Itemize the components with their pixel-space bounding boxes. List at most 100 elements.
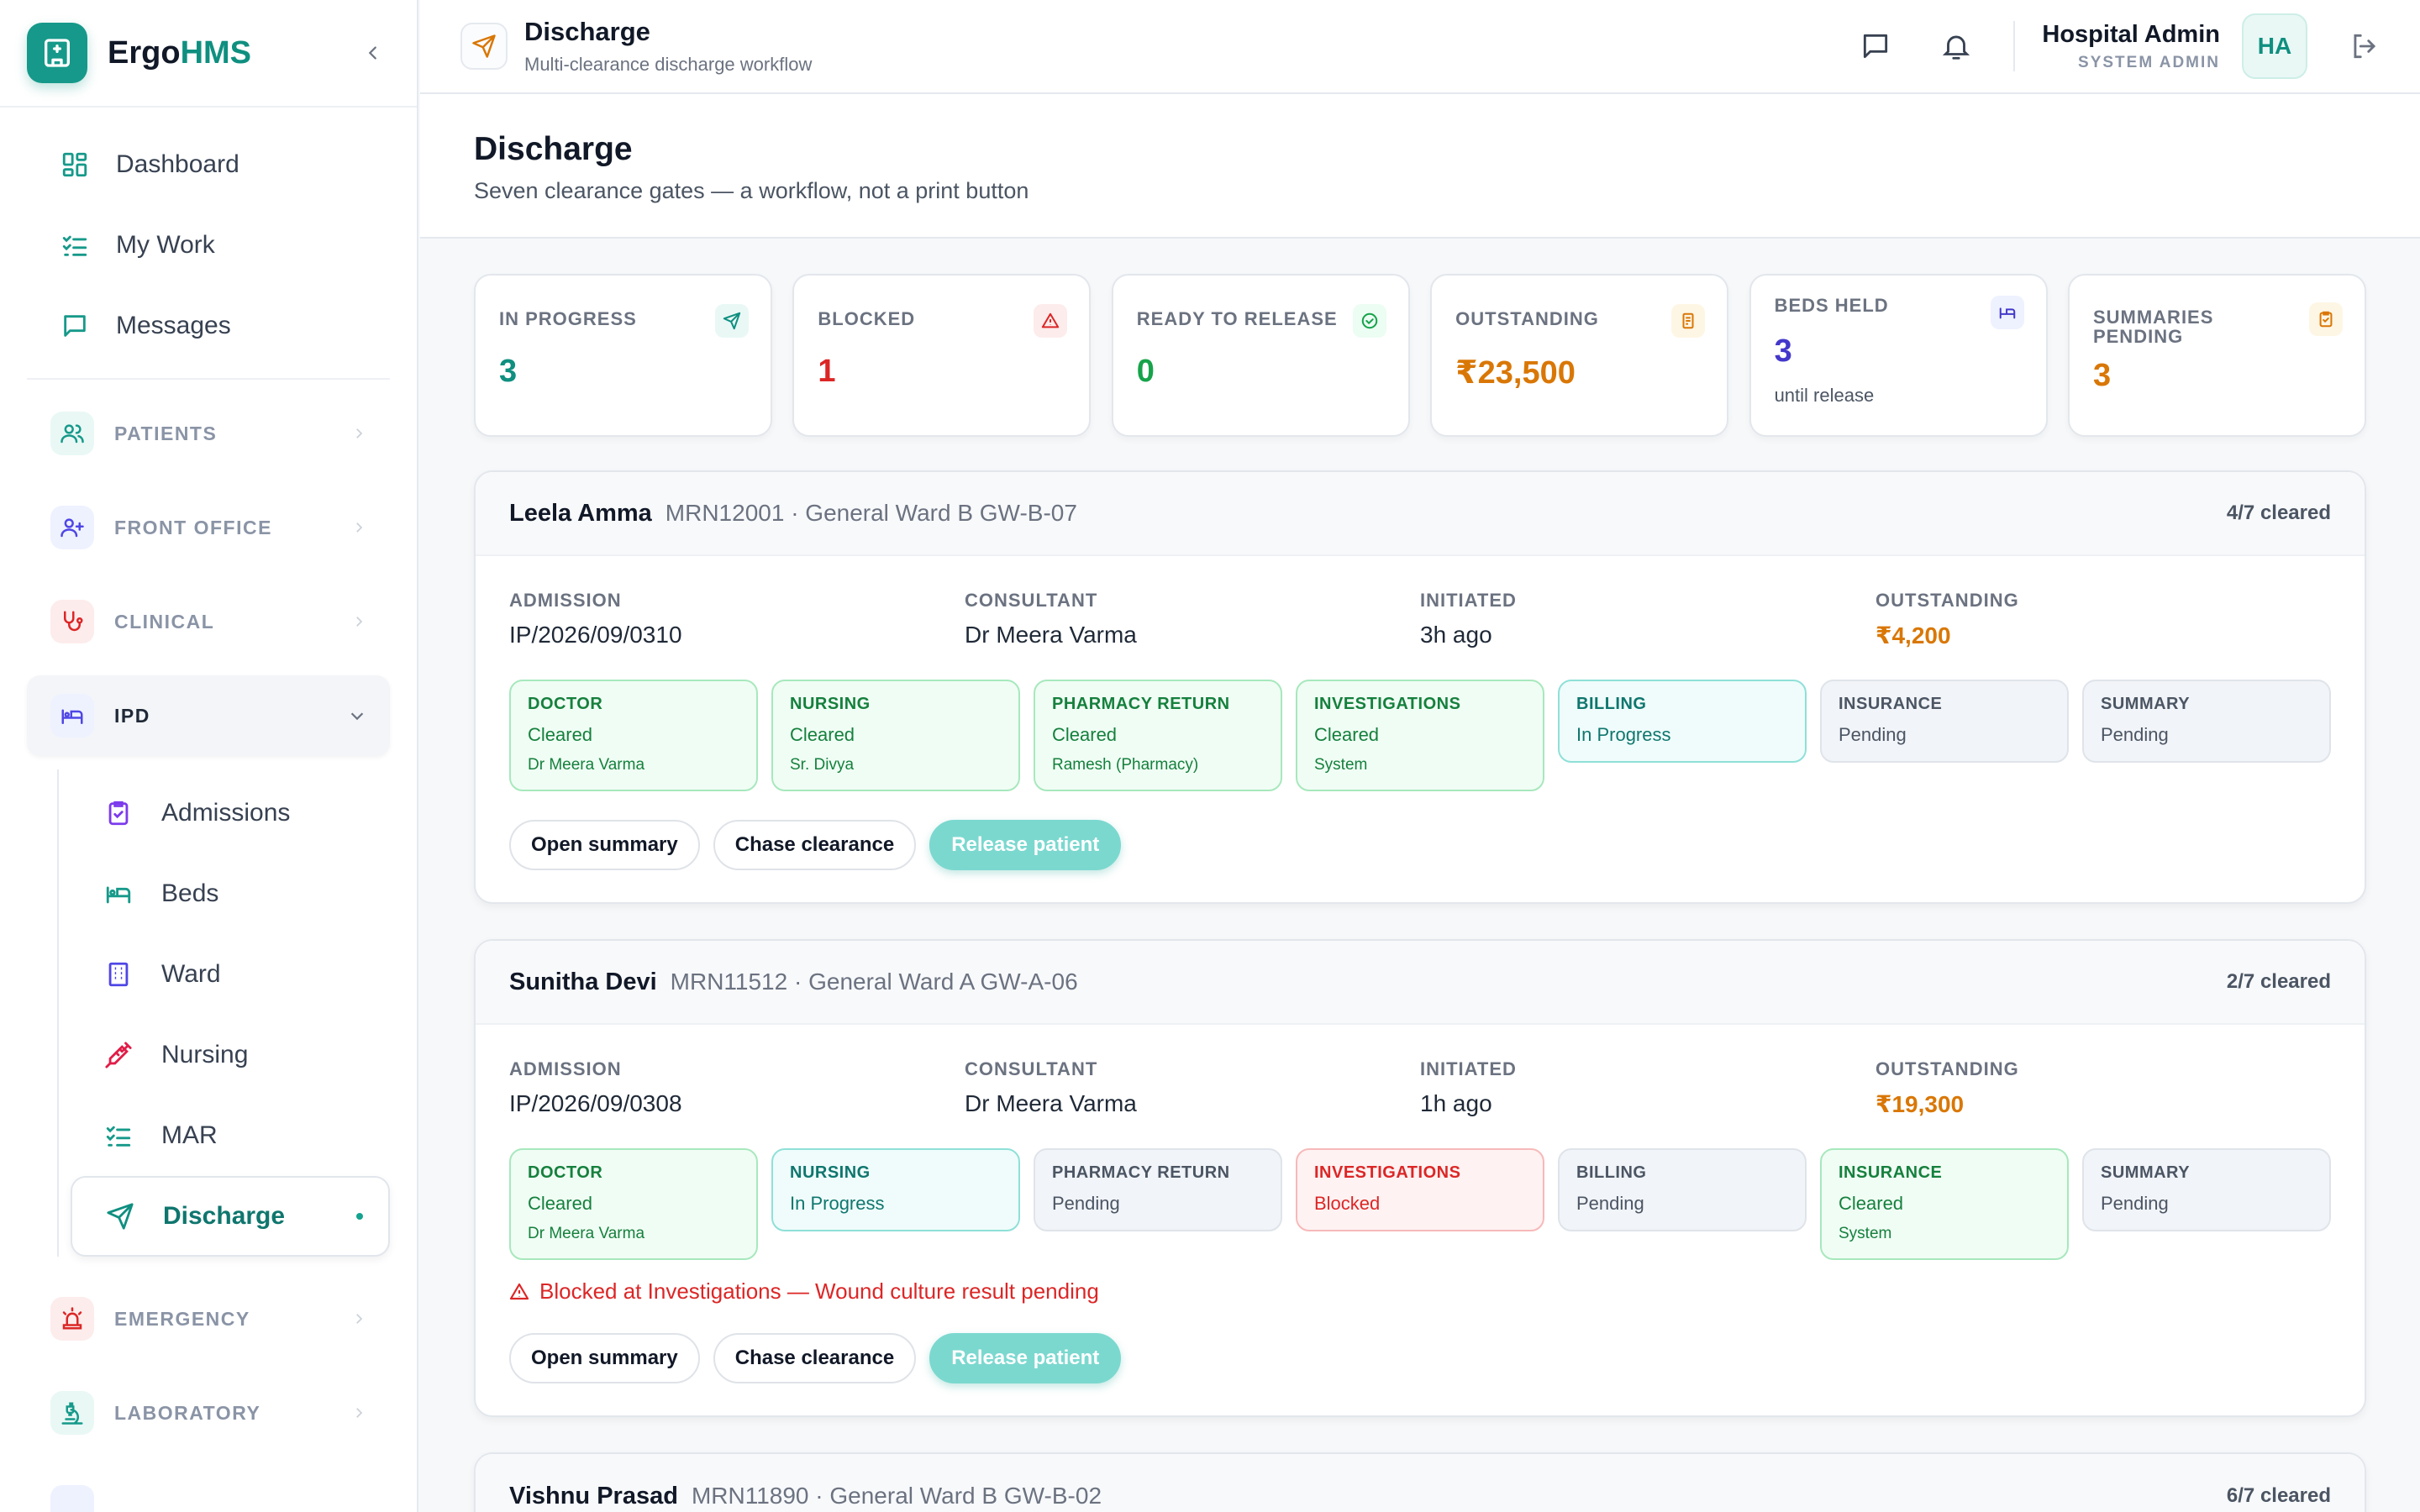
gate-doctor[interactable]: DOCTOR Cleared Dr Meera Varma	[509, 1148, 758, 1260]
brand-name: ErgoHMS	[108, 34, 252, 71]
section-emergency[interactable]: EMERGENCY	[27, 1278, 390, 1359]
sidebar-item-nursing[interactable]: Nursing	[71, 1015, 390, 1095]
page-header: Discharge Seven clearance gates — a work…	[420, 94, 2420, 239]
chase-clearance-button[interactable]: Chase clearance	[713, 1333, 917, 1383]
topbar-subtitle: Multi-clearance discharge workflow	[524, 54, 813, 75]
section-next-partial[interactable]	[27, 1467, 390, 1512]
dashboard-icon	[62, 152, 87, 177]
topbar: Discharge Multi-clearance discharge work…	[420, 0, 2420, 94]
meta-initiated: INITIATED 3h ago	[1420, 590, 1517, 648]
page-title: Discharge	[474, 131, 633, 167]
stat-outstanding: OUTSTANDING ₹23,500	[1430, 274, 1729, 437]
cleared-count: 6/7 cleared	[2226, 1484, 2331, 1507]
check-circle-icon	[1352, 304, 1386, 338]
chase-clearance-button[interactable]: Chase clearance	[713, 820, 917, 870]
hospital-logo-icon	[27, 23, 87, 83]
page-subtitle: Seven clearance gates — a workflow, not …	[474, 178, 1029, 203]
gate-insurance[interactable]: INSURANCE Pending	[1820, 680, 2069, 763]
nav-dashboard[interactable]: Dashboard	[27, 124, 390, 205]
sidebar: ErgoHMS Dashboard My Work Messages PATIE…	[0, 0, 418, 1512]
chevron-right-icon	[356, 522, 363, 533]
meta-outstanding: OUTSTANDING ₹4,200	[1876, 590, 2019, 648]
sidebar-item-ward[interactable]: Ward	[71, 934, 390, 1015]
avatar[interactable]: HA	[2242, 13, 2307, 79]
clearance-gates: DOCTOR Cleared Dr Meera Varma NURSING In…	[509, 1148, 2331, 1260]
nav-messages[interactable]: Messages	[27, 286, 390, 366]
open-summary-button[interactable]: Open summary	[509, 1333, 700, 1383]
main-nav: Dashboard My Work Messages PATIENTS FRON…	[0, 108, 417, 1512]
sidebar-item-discharge[interactable]: Discharge	[71, 1176, 390, 1257]
sidebar-item-mar[interactable]: MAR	[71, 1095, 390, 1176]
gate-billing[interactable]: BILLING In Progress	[1558, 680, 1807, 763]
discharge-card: Leela Amma MRN12001 · General Ward B GW-…	[474, 470, 2366, 904]
alert-triangle-icon	[509, 1283, 529, 1299]
gate-insurance[interactable]: INSURANCE Cleared System	[1820, 1148, 2069, 1260]
stat-beds-held: BEDS HELD 3 until release	[1749, 274, 2048, 437]
clipboard-icon	[2308, 302, 2343, 336]
gate-summary[interactable]: SUMMARY Pending	[2082, 680, 2331, 763]
chevron-left-icon	[368, 46, 376, 60]
meta-initiated: INITIATED 1h ago	[1420, 1058, 1517, 1116]
logout-icon	[2354, 34, 2376, 59]
open-summary-button[interactable]: Open summary	[509, 820, 700, 870]
logout-button[interactable]	[2341, 23, 2388, 70]
card-header[interactable]: Sunitha Devi MRN11512 · General Ward A G…	[476, 941, 2365, 1025]
siren-icon	[50, 1297, 94, 1341]
task-list-icon	[62, 235, 87, 256]
send-icon	[460, 23, 508, 70]
meta-outstanding: OUTSTANDING ₹19,300	[1876, 1058, 2019, 1117]
gate-doctor[interactable]: DOCTOR Cleared Dr Meera Varma	[509, 680, 758, 791]
notifications-button[interactable]	[1933, 23, 1980, 70]
topbar-divider	[2013, 21, 2016, 71]
chevron-right-icon	[356, 1314, 363, 1324]
user-role: SYSTEM ADMIN	[2078, 53, 2220, 71]
card-body: ADMISSION IP/2026/09/0310 CONSULTANT Dr …	[476, 556, 2365, 902]
messages-button[interactable]	[1852, 23, 1899, 70]
gate-pharmacy-return[interactable]: PHARMACY RETURN Pending	[1034, 1148, 1282, 1231]
gate-summary[interactable]: SUMMARY Pending	[2082, 1148, 2331, 1231]
chevron-right-icon	[356, 428, 363, 438]
stats-row: IN PROGRESS 3 BLOCKED 1 READY TO RELEASE…	[474, 274, 2366, 437]
topbar-titles: Discharge Multi-clearance discharge work…	[524, 17, 812, 76]
patient-meta: MRN11890 · General Ward B GW-B-02	[691, 1483, 1102, 1509]
gate-nursing[interactable]: NURSING Cleared Sr. Divya	[771, 680, 1020, 791]
gate-pharmacy-return[interactable]: PHARMACY RETURN Cleared Ramesh (Pharmacy…	[1034, 680, 1282, 791]
section-laboratory[interactable]: LABORATORY	[27, 1373, 390, 1453]
section-ipd[interactable]: IPD	[27, 675, 390, 756]
stat-summaries-pending: SUMMARIES PENDING 3	[2067, 274, 2366, 437]
patient-meta: MRN12001 · General Ward B GW-B-07	[665, 500, 1077, 526]
send-icon	[107, 1203, 134, 1230]
topbar-actions: Hospital Admin SYSTEM ADMIN HA	[1818, 13, 2388, 79]
user-info: Hospital Admin SYSTEM ADMIN	[2042, 21, 2220, 72]
gate-billing[interactable]: BILLING Pending	[1558, 1148, 1807, 1231]
section-clinical[interactable]: CLINICAL	[27, 581, 390, 662]
section-icon	[50, 1485, 94, 1512]
card-header[interactable]: Vishnu Prasad MRN11890 · General Ward B …	[476, 1454, 2365, 1512]
nav-divider	[27, 378, 390, 380]
user-name: Hospital Admin	[2042, 20, 2220, 48]
stethoscope-icon	[50, 600, 94, 643]
card-actions: Open summary Chase clearance Release pat…	[509, 1333, 2331, 1383]
section-patients[interactable]: PATIENTS	[27, 393, 390, 474]
clipboard-check-icon	[108, 801, 129, 826]
section-front-office[interactable]: FRONT OFFICE	[27, 487, 390, 568]
meta-consultant: CONSULTANT Dr Meera Varma	[965, 590, 1137, 648]
card-header[interactable]: Leela Amma MRN12001 · General Ward B GW-…	[476, 472, 2365, 556]
card-actions: Open summary Chase clearance Release pat…	[509, 820, 2331, 870]
release-patient-button[interactable]: Release patient	[929, 820, 1122, 870]
gate-investigations[interactable]: INVESTIGATIONS Blocked	[1296, 1148, 1544, 1231]
patient-name: Vishnu Prasad	[509, 1482, 678, 1509]
bed-icon	[1990, 296, 2024, 329]
clearance-gates: DOCTOR Cleared Dr Meera Varma NURSING Cl…	[509, 680, 2331, 791]
gate-investigations[interactable]: INVESTIGATIONS Cleared System	[1296, 680, 1544, 791]
bell-icon	[1943, 35, 1970, 60]
send-icon	[715, 304, 749, 338]
collapse-sidebar-button[interactable]	[356, 36, 390, 70]
gate-nursing[interactable]: NURSING In Progress	[771, 1148, 1020, 1231]
brand: ErgoHMS	[0, 0, 417, 108]
sidebar-item-admissions[interactable]: Admissions	[71, 773, 390, 853]
release-patient-button[interactable]: Release patient	[929, 1333, 1122, 1383]
discharge-list: Leela Amma MRN12001 · General Ward B GW-…	[474, 470, 2366, 1512]
sidebar-item-beds[interactable]: Beds	[71, 853, 390, 934]
nav-my-work[interactable]: My Work	[27, 205, 390, 286]
